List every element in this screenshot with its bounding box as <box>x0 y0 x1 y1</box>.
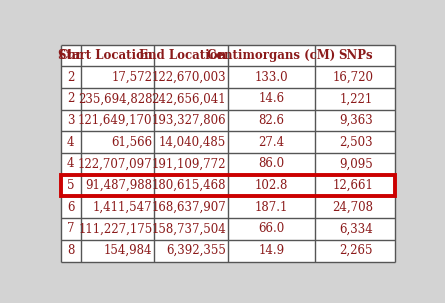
Text: 14,040,485: 14,040,485 <box>159 136 226 149</box>
Text: 1,221: 1,221 <box>340 92 373 105</box>
Text: 2: 2 <box>67 71 74 84</box>
Text: 5: 5 <box>67 179 75 192</box>
Text: 242,656,041: 242,656,041 <box>151 92 226 105</box>
Text: 82.6: 82.6 <box>259 114 284 127</box>
Text: 2: 2 <box>67 92 74 105</box>
Text: 4: 4 <box>67 157 75 170</box>
Text: 180,615,468: 180,615,468 <box>151 179 226 192</box>
Text: 27.4: 27.4 <box>259 136 285 149</box>
Text: 9,363: 9,363 <box>340 114 373 127</box>
Text: 86.0: 86.0 <box>259 157 285 170</box>
Text: 17,572: 17,572 <box>111 71 152 84</box>
Text: 8: 8 <box>67 244 74 257</box>
Text: 6,392,355: 6,392,355 <box>166 244 226 257</box>
Text: Centimorgans (cM): Centimorgans (cM) <box>207 49 336 62</box>
Text: 111,227,175: 111,227,175 <box>78 222 152 235</box>
Text: 16,720: 16,720 <box>332 71 373 84</box>
Text: 193,327,806: 193,327,806 <box>151 114 226 127</box>
Text: 14.9: 14.9 <box>259 244 285 257</box>
Text: 91,487,988: 91,487,988 <box>85 179 152 192</box>
Text: 187.1: 187.1 <box>255 201 288 214</box>
Text: 7: 7 <box>67 222 75 235</box>
Text: Start Location: Start Location <box>58 49 152 62</box>
Text: 6,334: 6,334 <box>340 222 373 235</box>
Text: End Location: End Location <box>139 49 226 62</box>
Text: 121,649,170: 121,649,170 <box>78 114 152 127</box>
Text: 102.8: 102.8 <box>255 179 288 192</box>
Text: 61,566: 61,566 <box>111 136 152 149</box>
Text: SNPs: SNPs <box>339 49 373 62</box>
Text: 154,984: 154,984 <box>104 244 152 257</box>
Text: 4: 4 <box>67 136 75 149</box>
Text: 122,707,097: 122,707,097 <box>78 157 152 170</box>
Text: 133.0: 133.0 <box>255 71 288 84</box>
Text: 191,109,772: 191,109,772 <box>151 157 226 170</box>
Text: 66.0: 66.0 <box>259 222 285 235</box>
Text: Chr: Chr <box>59 49 83 62</box>
Text: 2,503: 2,503 <box>340 136 373 149</box>
Text: 3: 3 <box>67 114 75 127</box>
Text: 168,637,907: 168,637,907 <box>151 201 226 214</box>
Text: 2,265: 2,265 <box>340 244 373 257</box>
Text: 1,411,547: 1,411,547 <box>93 201 152 214</box>
Text: 12,661: 12,661 <box>332 179 373 192</box>
Text: 122,670,003: 122,670,003 <box>151 71 226 84</box>
Text: 235,694,828: 235,694,828 <box>78 92 152 105</box>
Text: 24,708: 24,708 <box>332 201 373 214</box>
Text: 158,737,504: 158,737,504 <box>151 222 226 235</box>
Text: 9,095: 9,095 <box>340 157 373 170</box>
Bar <box>61 175 395 196</box>
Text: 14.6: 14.6 <box>259 92 285 105</box>
Text: 6: 6 <box>67 201 75 214</box>
